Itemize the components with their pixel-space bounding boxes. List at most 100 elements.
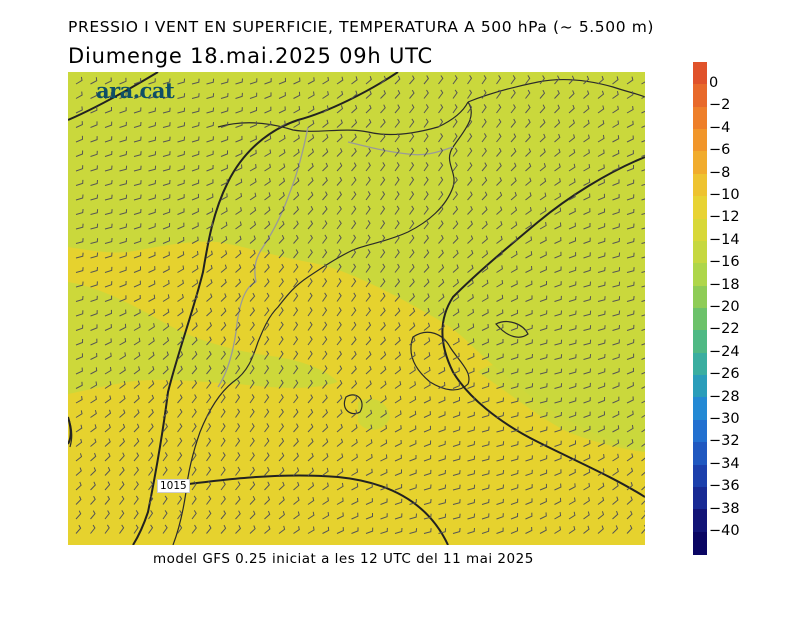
wind-barb <box>148 452 154 462</box>
wind-barb <box>510 469 519 476</box>
wind-barb <box>162 408 169 418</box>
wind-barb <box>293 292 299 302</box>
wind-barb <box>554 325 563 331</box>
wind-barb <box>539 75 546 85</box>
wind-barb <box>510 118 517 128</box>
wind-barb <box>148 78 156 85</box>
scale-label: −26 <box>709 366 740 383</box>
wind-barb <box>336 321 342 331</box>
wind-barb <box>220 394 226 404</box>
wind-barb <box>75 410 83 418</box>
wind-barb <box>264 235 271 244</box>
wind-barb <box>249 92 258 99</box>
wind-barb <box>162 165 171 172</box>
wind-barb <box>409 396 417 404</box>
wind-barb <box>510 162 517 172</box>
wind-barb <box>206 179 214 186</box>
wind-barb <box>423 337 431 346</box>
wind-barb <box>423 440 432 447</box>
wind-barb <box>336 336 342 346</box>
wind-barb <box>307 162 314 172</box>
wind-barb <box>220 321 227 331</box>
wind-barb <box>90 310 98 317</box>
wind-barb <box>496 382 504 389</box>
wind-barb <box>249 149 257 157</box>
wind-barb <box>510 265 518 273</box>
wind-barb <box>481 411 490 418</box>
wind-barb <box>133 223 142 230</box>
wind-barb <box>148 266 156 273</box>
wind-barb <box>206 437 212 447</box>
wind-barb <box>104 452 111 462</box>
wind-barb <box>307 307 313 317</box>
wind-barb <box>365 336 372 346</box>
wind-barb <box>554 237 562 244</box>
wind-barb <box>220 495 226 505</box>
wind-barb <box>467 75 473 85</box>
wind-barb <box>612 194 620 201</box>
wind-barb <box>191 481 197 491</box>
wind-barb <box>496 75 502 85</box>
wind-barb <box>264 149 272 157</box>
wind-barb <box>104 366 112 375</box>
wind-barb <box>191 208 199 215</box>
wind-barb <box>481 368 490 375</box>
wind-barb <box>568 104 575 114</box>
wind-barb <box>119 409 126 418</box>
wind-barb <box>322 249 328 259</box>
wind-barb <box>307 408 314 418</box>
wind-barb <box>496 104 502 114</box>
wind-barb <box>133 323 141 331</box>
wind-barb <box>568 511 576 520</box>
wind-barb <box>133 437 140 447</box>
wind-barb <box>104 180 113 186</box>
wind-barb <box>162 78 171 85</box>
wind-barb <box>235 278 242 288</box>
wind-barb <box>336 350 343 360</box>
wind-barb <box>554 426 562 433</box>
wind-barb <box>293 307 299 317</box>
wind-barb <box>351 453 358 462</box>
wind-barb <box>264 177 271 186</box>
wind-barb <box>293 106 301 114</box>
weather-map[interactable]: 1015 <box>68 72 645 545</box>
wind-barb <box>394 191 400 201</box>
wind-barb <box>191 524 197 534</box>
wind-barb <box>612 453 619 462</box>
wind-barb <box>336 438 344 447</box>
wind-barb <box>510 309 519 317</box>
wind-barb <box>293 379 299 389</box>
wind-barb <box>307 394 314 404</box>
ara-cat-logo[interactable]: ara.cat <box>96 78 175 103</box>
wind-barb <box>235 379 241 389</box>
wind-barb <box>148 122 157 128</box>
wind-barb <box>119 395 126 404</box>
scale-label: −18 <box>709 276 740 293</box>
wind-barb <box>438 75 444 85</box>
wind-barb <box>539 310 548 317</box>
scale-segment <box>693 531 707 555</box>
wind-barb <box>554 222 562 230</box>
wind-barb <box>133 107 142 114</box>
wind-barb <box>235 495 241 505</box>
wind-barb <box>583 252 591 259</box>
wind-barb <box>583 425 591 433</box>
wind-barb <box>409 351 416 360</box>
map-canvas <box>68 72 645 545</box>
wind-barb <box>452 264 459 273</box>
wind-barb <box>554 281 562 288</box>
wind-barb <box>75 194 84 201</box>
wind-barb <box>278 379 284 389</box>
wind-barb <box>597 353 606 360</box>
wind-barb <box>452 162 458 172</box>
wind-barb <box>162 208 171 215</box>
wind-barb <box>568 207 576 215</box>
wind-barb <box>322 497 329 505</box>
wind-barb <box>641 198 645 201</box>
wind-barb <box>438 118 444 128</box>
wind-barb <box>525 324 533 331</box>
wind-barb <box>177 394 183 404</box>
wind-barb <box>133 280 141 288</box>
wind-barb <box>90 121 98 128</box>
wind-barb <box>206 193 214 201</box>
